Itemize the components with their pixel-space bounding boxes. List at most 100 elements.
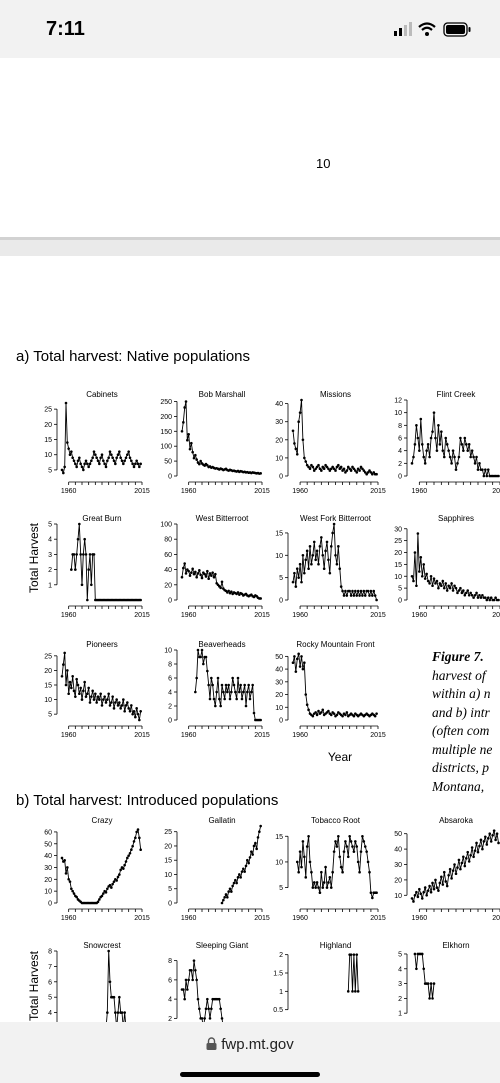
data-point <box>110 995 113 999</box>
url-text: fwp.mt.gov <box>221 1036 294 1053</box>
data-point <box>223 468 226 471</box>
data-point <box>126 856 129 860</box>
data-point <box>300 398 303 402</box>
data-point <box>339 713 343 717</box>
data-point <box>307 708 310 712</box>
data-point <box>329 886 333 889</box>
data-point <box>114 1011 117 1014</box>
y-tick-label: 8 <box>398 423 402 430</box>
data-point <box>291 429 295 433</box>
data-point <box>346 465 350 469</box>
y-tick-label: 10 <box>275 455 283 462</box>
data-point <box>240 870 244 873</box>
data-point <box>70 450 73 453</box>
x-tick-label: 1960 <box>61 612 77 619</box>
data-point <box>293 655 296 658</box>
data-point <box>188 447 192 451</box>
data-point <box>362 589 366 593</box>
data-point <box>365 589 368 593</box>
y-tick-label: 8 <box>168 958 172 965</box>
data-point <box>320 870 323 874</box>
y-tick-label: 60 <box>164 552 172 559</box>
x-tick-label: 2015 <box>254 915 270 922</box>
home-indicator[interactable] <box>180 1072 320 1077</box>
data-point <box>220 467 224 471</box>
y-tick-label: 10 <box>44 889 52 896</box>
data-point <box>106 887 109 891</box>
data-point <box>303 456 306 460</box>
caption-line: (often com <box>432 723 490 738</box>
data-point <box>224 589 228 593</box>
data-point <box>324 549 327 553</box>
data-point <box>218 997 221 1001</box>
data-point <box>491 833 494 837</box>
series-line <box>194 649 261 721</box>
data-point <box>244 864 248 868</box>
data-point <box>328 712 332 715</box>
data-point <box>472 596 475 599</box>
data-point <box>194 968 197 972</box>
data-point <box>223 588 226 592</box>
data-point <box>230 469 233 472</box>
data-point <box>204 575 208 578</box>
data-point <box>441 579 445 583</box>
data-point <box>349 953 353 956</box>
data-point <box>222 898 225 902</box>
data-point <box>192 456 196 460</box>
y-tick-label: 30 <box>394 526 402 533</box>
data-point <box>445 884 449 888</box>
y-tick-label: 2 <box>279 952 283 959</box>
data-point <box>90 901 93 905</box>
data-point <box>211 465 214 469</box>
data-point <box>423 577 427 580</box>
data-point <box>136 712 140 716</box>
data-point <box>322 881 326 884</box>
data-point <box>311 886 315 889</box>
data-point <box>91 456 94 460</box>
data-point <box>138 836 141 840</box>
data-point <box>469 853 472 857</box>
data-point <box>95 901 98 905</box>
data-point <box>338 467 342 471</box>
data-point <box>247 861 250 865</box>
data-point <box>114 462 117 466</box>
data-point <box>332 522 336 526</box>
data-point <box>295 452 299 456</box>
data-point <box>359 712 363 715</box>
data-point <box>492 474 496 478</box>
data-point <box>218 468 221 471</box>
data-point <box>202 662 205 666</box>
data-point <box>356 714 360 718</box>
data-point <box>211 683 214 687</box>
data-point <box>451 449 455 452</box>
data-point <box>238 873 241 876</box>
data-point <box>251 594 254 598</box>
data-point <box>311 553 315 557</box>
data-point <box>259 824 262 828</box>
data-point <box>195 978 198 982</box>
data-point <box>450 877 453 880</box>
data-point <box>250 850 253 853</box>
data-point <box>246 690 249 694</box>
data-point <box>110 886 113 889</box>
data-point <box>104 598 108 602</box>
data-point <box>228 697 232 701</box>
data-point <box>303 855 306 859</box>
data-point <box>124 704 128 707</box>
data-point <box>76 537 80 541</box>
data-point <box>243 470 246 474</box>
data-point <box>431 584 434 588</box>
y-tick-label: 50 <box>44 841 52 848</box>
y-tick-label: 6 <box>48 979 52 986</box>
data-point <box>115 698 118 701</box>
data-point <box>236 676 240 680</box>
data-point <box>98 898 101 901</box>
data-point <box>107 692 110 696</box>
data-point <box>431 430 434 433</box>
data-point <box>254 841 257 845</box>
url-bar[interactable]: fwp.mt.gov <box>0 1036 500 1053</box>
y-tick-label: 10 <box>275 553 283 560</box>
data-point <box>238 470 241 474</box>
data-point <box>437 424 440 427</box>
data-point <box>258 718 261 722</box>
